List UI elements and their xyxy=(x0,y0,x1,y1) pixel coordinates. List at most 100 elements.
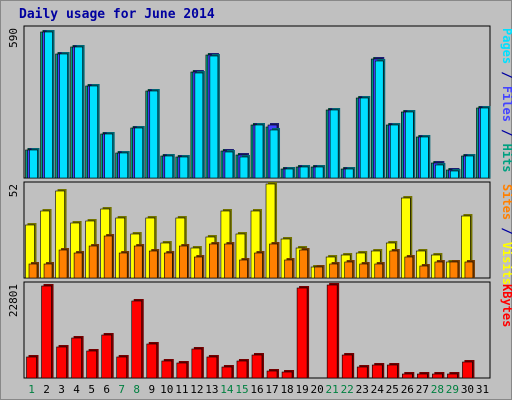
bar-sites-day-5 xyxy=(88,245,98,279)
x-tick-day-20: 20 xyxy=(311,383,324,396)
legend-part: / xyxy=(500,64,512,86)
bar-sites-day-17 xyxy=(269,243,278,279)
bar-pages-day-10 xyxy=(164,155,174,179)
legend-part: Sites xyxy=(500,184,512,220)
bar-pages-day-28 xyxy=(435,164,444,179)
bar-sites-day-15 xyxy=(239,259,248,279)
bar-pages-day-20 xyxy=(314,166,324,179)
bar-kbytes-day-7 xyxy=(116,356,127,379)
x-tick-day-21: 21 xyxy=(326,383,339,396)
bar-sites-day-16 xyxy=(254,252,263,279)
x-tick-day-7: 7 xyxy=(118,383,125,396)
x-tick-day-19: 19 xyxy=(295,383,308,396)
bar-kbytes-day-26 xyxy=(402,373,413,379)
bar-pages-day-7 xyxy=(119,152,128,179)
x-tick-day-30: 30 xyxy=(461,383,474,396)
bar-pages-day-15 xyxy=(239,156,249,179)
bar-sites-day-10 xyxy=(163,252,173,279)
bar-pages-day-22 xyxy=(344,168,354,179)
bar-pages-day-29 xyxy=(450,170,459,179)
x-tick-day-17: 17 xyxy=(265,383,278,396)
bar-kbytes-day-22 xyxy=(341,354,353,379)
bar-sites-day-2 xyxy=(43,263,53,279)
bar-pages-day-1 xyxy=(29,149,38,179)
bar-kbytes-day-13 xyxy=(206,356,218,379)
panel-middle-ymax-label: 52 xyxy=(7,184,20,197)
bar-pages-day-9 xyxy=(149,90,159,179)
bar-sites-day-4 xyxy=(73,252,83,279)
bar-kbytes-day-24 xyxy=(371,364,383,379)
bar-kbytes-day-14 xyxy=(221,366,233,379)
bar-sites-day-6 xyxy=(103,235,113,279)
bar-sites-day-18 xyxy=(284,259,293,279)
bar-kbytes-day-18 xyxy=(281,371,293,379)
bar-kbytes-day-19 xyxy=(296,287,308,379)
legend-part: KBytes xyxy=(500,284,512,327)
bar-kbytes-day-30 xyxy=(462,361,473,379)
x-tick-day-13: 13 xyxy=(205,383,218,396)
bar-sites-day-8 xyxy=(133,245,143,279)
bar-kbytes-day-6 xyxy=(101,334,112,379)
bar-kbytes-day-1 xyxy=(26,356,37,379)
panel-top-ymax-label: 590 xyxy=(7,28,20,48)
x-tick-day-10: 10 xyxy=(160,383,173,396)
bar-sites-day-24 xyxy=(374,263,384,279)
bar-pages-day-30 xyxy=(465,155,474,179)
bar-pages-day-13 xyxy=(209,55,219,179)
legend-part: / xyxy=(500,220,512,242)
bar-kbytes-day-3 xyxy=(56,346,67,379)
bar-kbytes-day-28 xyxy=(432,373,443,379)
bar-sites-day-12 xyxy=(194,256,203,279)
x-tick-day-12: 12 xyxy=(190,383,203,396)
bar-pages-day-14 xyxy=(224,151,234,179)
bar-pages-day-12 xyxy=(194,72,204,179)
bar-sites-day-11 xyxy=(179,245,188,279)
bar-sites-day-9 xyxy=(148,250,158,279)
bar-pages-day-6 xyxy=(104,133,113,179)
bar-kbytes-day-11 xyxy=(176,362,188,379)
bar-kbytes-day-2 xyxy=(41,285,52,379)
bar-pages-day-18 xyxy=(284,168,294,179)
bar-kbytes-day-25 xyxy=(386,364,398,379)
bar-pages-day-26 xyxy=(405,111,414,179)
bar-kbytes-day-16 xyxy=(251,354,263,379)
bar-sites-day-7 xyxy=(118,252,128,279)
bar-sites-day-27 xyxy=(419,265,429,279)
bar-pages-day-16 xyxy=(254,124,264,179)
legend-part: / xyxy=(500,122,512,144)
bar-pages-day-21 xyxy=(329,109,339,179)
bar-kbytes-day-8 xyxy=(131,300,143,379)
bar-kbytes-day-23 xyxy=(356,366,368,379)
bar-sites-day-19 xyxy=(299,249,308,279)
legend-part: Hits xyxy=(500,144,512,173)
x-tick-day-27: 27 xyxy=(416,383,429,396)
panel-top-legend: Pages / Files / Hits xyxy=(500,28,512,173)
bar-pages-day-23 xyxy=(359,97,369,179)
bar-kbytes-day-15 xyxy=(236,360,248,379)
panel-middle-legend: Sites / Visits xyxy=(500,184,512,285)
bar-pages-day-8 xyxy=(134,127,144,179)
bar-sites-day-22 xyxy=(344,261,353,279)
x-tick-day-18: 18 xyxy=(280,383,293,396)
x-tick-day-2: 2 xyxy=(43,383,50,396)
bar-kbytes-day-10 xyxy=(161,360,173,379)
legend-part: Files xyxy=(500,86,512,122)
bar-sites-day-25 xyxy=(389,250,399,279)
bar-kbytes-day-27 xyxy=(417,373,428,379)
bar-sites-day-30 xyxy=(464,261,474,279)
x-tick-day-5: 5 xyxy=(88,383,95,396)
x-tick-day-9: 9 xyxy=(148,383,155,396)
bar-pages-day-5 xyxy=(89,85,98,179)
bar-kbytes-day-12 xyxy=(191,348,203,379)
bar-kbytes-day-17 xyxy=(266,370,278,379)
x-tick-day-26: 26 xyxy=(401,383,414,396)
x-tick-day-14: 14 xyxy=(220,383,234,396)
x-tick-day-24: 24 xyxy=(371,383,385,396)
x-tick-day-4: 4 xyxy=(73,383,80,396)
x-tick-day-16: 16 xyxy=(250,383,263,396)
bar-pages-day-19 xyxy=(299,166,309,179)
bar-sites-day-20 xyxy=(314,266,323,279)
panel-bottom-ymax-label: 22801 xyxy=(7,284,20,317)
bar-kbytes-day-5 xyxy=(86,350,97,379)
